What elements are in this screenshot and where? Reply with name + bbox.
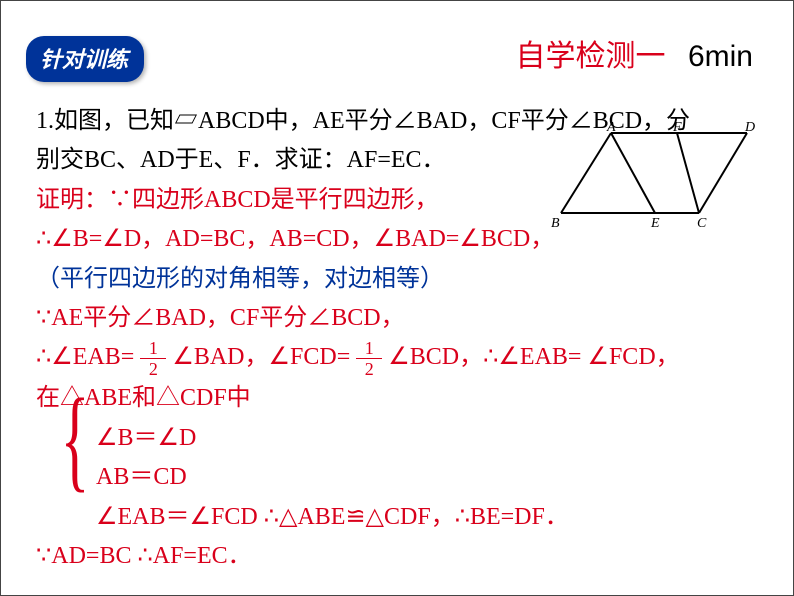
problem-line2: 别交BC、AD于E、F．求证：AF=EC． (36, 141, 758, 179)
fraction-1: 1 2 (140, 339, 166, 378)
slide: 针对训练 自学检测一 6min AFDBEC 1.如图，已知▱ABCD中，AE平… (0, 0, 794, 596)
timer-label: 6min (688, 40, 753, 73)
frac-den: 2 (140, 359, 166, 378)
proof-line2: ∴∠B=∠D，AD=BC，AB=CD，∠BAD=∠BCD， (36, 220, 758, 258)
badge-label: 针对训练 (26, 36, 144, 82)
proof-line7: ∵AD=BC ∴AF=EC． (36, 537, 758, 575)
proof-line6: 在△ABE和△CDF中 (36, 379, 758, 417)
brace-line1: ∠B＝∠D (36, 419, 758, 457)
content-area: 1.如图，已知▱ABCD中，AE平分∠BAD，CF平分∠BCD，分 别交BC、A… (36, 101, 758, 576)
proof-line1: 证明：∵四边形ABCD是平行四边形， (36, 181, 758, 219)
brace-line2: AB＝CD (36, 458, 758, 496)
p5b: ∠BAD，∠FCD= (172, 344, 350, 370)
frac-den-2: 2 (356, 359, 382, 378)
p5c: ∠BCD，∴∠EAB= ∠FCD， (388, 344, 679, 370)
frac-num: 1 (140, 339, 166, 359)
proof-line5: ∴∠EAB= 1 2 ∠BAD，∠FCD= 1 2 ∠BCD，∴∠EAB= ∠F… (36, 338, 758, 378)
brace-symbol: { (61, 382, 90, 497)
self-study-title: 自学检测一 (515, 40, 665, 73)
frac-num-2: 1 (356, 339, 382, 359)
problem-line1: 1.如图，已知▱ABCD中，AE平分∠BAD，CF平分∠BCD，分 (36, 102, 758, 140)
p5a: ∴∠EAB= (36, 344, 134, 370)
proof-line3: （平行四边形的对角相等，对边相等） (36, 260, 758, 298)
fraction-2: 1 2 (356, 339, 382, 378)
header-right: 自学检测一 6min (515, 31, 753, 75)
proof-line4: ∵AE平分∠BAD，CF平分∠BCD， (36, 299, 758, 337)
brace-line3: ∠EAB＝∠FCD ∴△ABE≌△CDF，∴BE=DF． (36, 498, 758, 536)
